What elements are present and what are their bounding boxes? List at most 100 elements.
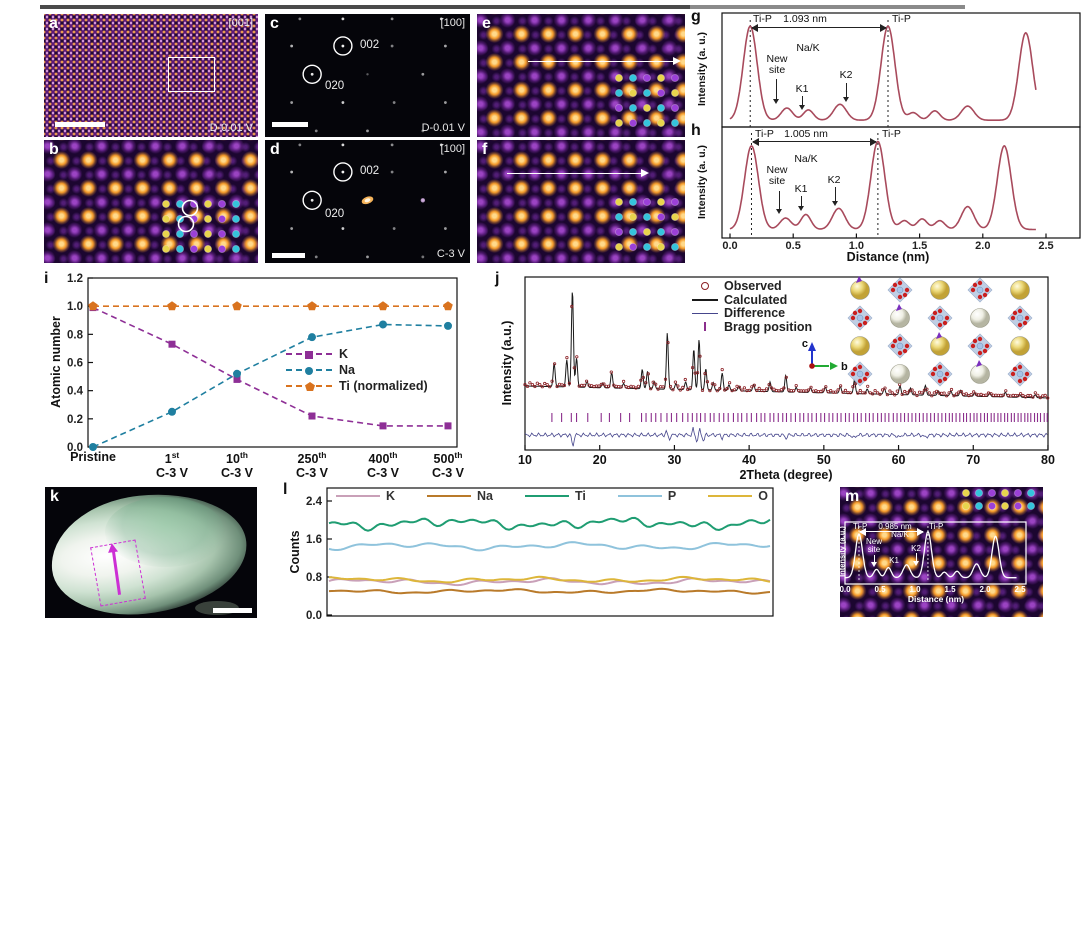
svg-text:10: 10 xyxy=(518,453,532,467)
panel-label-g: g xyxy=(691,8,701,25)
spot-label-020-c: 020 xyxy=(325,80,345,92)
xrd-refinement-chart: 10 20 30 40 50 60 70 80 c b xyxy=(518,276,1055,467)
h-spacing-label: 1.005 nm xyxy=(784,128,828,140)
spot-label-020-d: 020 xyxy=(325,208,345,220)
g-newsite-label: New site xyxy=(766,53,788,76)
m-xtick-1.0: 1.0 xyxy=(909,585,921,594)
i-category-2: 10th xyxy=(226,450,248,467)
svg-text:80: 80 xyxy=(1041,453,1055,467)
g-peak-right-label: Ti-P xyxy=(892,13,911,25)
zone-axis-label-d: [100] xyxy=(440,143,465,155)
i-category-2-line2: C-3 V xyxy=(221,466,253,480)
panel-label-l: l xyxy=(283,481,288,498)
h-xtick-2.0: 2.0 xyxy=(975,240,991,252)
panel-label-f: f xyxy=(482,141,488,158)
scale-bar-d xyxy=(272,253,305,258)
g-ylabel: Intensity (a. u.) xyxy=(696,31,708,107)
svg-text:0.0: 0.0 xyxy=(306,610,322,622)
panel-label-j: j xyxy=(495,270,500,287)
l-legend-item-P: P xyxy=(617,489,676,503)
i-legend-item-Na: Na xyxy=(286,363,355,377)
panel-a-stem-image: a [001] D-0.01 V xyxy=(44,14,258,137)
l-legend-item-K: K xyxy=(336,489,395,503)
panel-d-diffraction: d [100] C-3 V 002 020 xyxy=(265,140,470,263)
atomic-number-chart: 0.0 0.2 0.4 0.6 0.8 1.0 1.2 xyxy=(67,273,458,454)
crystal-structure-inset xyxy=(847,276,1033,387)
h-peak-right-label: Ti-P xyxy=(882,128,901,140)
i-ylabel: Atomic number xyxy=(49,316,63,408)
h-k2-arrow xyxy=(831,187,840,206)
l-legend-item-Na: Na xyxy=(427,489,493,503)
h-peak-left-label: Ti-P xyxy=(755,128,774,140)
i-legend-item-Ti (normalized): Ti (normalized) xyxy=(286,379,428,393)
j-legend-item-cal: Calculated xyxy=(690,293,787,307)
panel-label-k: k xyxy=(50,488,59,505)
diffraction-spots-c xyxy=(290,17,447,133)
svg-text:40: 40 xyxy=(742,453,756,467)
state-label-d: C-3 V xyxy=(436,248,465,260)
h-k2-label: K2 xyxy=(827,174,841,186)
panel-label-m: m xyxy=(845,488,860,505)
i-category-0: Pristine xyxy=(70,450,116,464)
g-peak-left-label: Ti-P xyxy=(753,13,772,25)
i-category-1-line2: C-3 V xyxy=(156,466,188,480)
i-category-1: 1st xyxy=(164,450,180,467)
panel-label-d: d xyxy=(270,141,280,158)
spot-label-002-c: 002 xyxy=(360,39,380,51)
j-legend-item-bra: Bragg position xyxy=(690,320,812,334)
m-spacing-arrow xyxy=(859,526,924,537)
panel-f-stem-image: f xyxy=(477,140,685,263)
h-spacing-arrow xyxy=(752,136,877,147)
atom-overlay-f xyxy=(614,198,679,252)
m-k1-label: K1 xyxy=(889,556,899,565)
eds-linescan-chart: 0.0 0.8 1.6 2.4 xyxy=(306,487,774,622)
profile-charts-gh xyxy=(721,12,1081,239)
svg-text:20: 20 xyxy=(593,453,607,467)
i-category-4: 400th xyxy=(368,450,398,467)
m-newsite-label: New site xyxy=(865,537,882,554)
i-category-5-line2: C-3 V xyxy=(432,466,464,480)
g-spacing-arrow xyxy=(751,22,887,33)
svg-text:0.8: 0.8 xyxy=(67,329,84,341)
roi-box xyxy=(168,57,215,92)
h-xlabel: Distance (nm) xyxy=(846,250,930,264)
svg-text:0.6: 0.6 xyxy=(67,358,83,370)
g-nak-label: Na/K xyxy=(796,42,820,54)
diffraction-spots-d xyxy=(290,143,447,259)
m-newsite-arrow xyxy=(870,555,879,567)
i-legend-item-K: K xyxy=(286,347,348,361)
atom-overlay-m xyxy=(962,489,1035,510)
m-xtick-0.5: 0.5 xyxy=(874,585,886,594)
panel-label-h: h xyxy=(691,122,701,139)
panel-label-c: c xyxy=(270,15,279,32)
m-nak-label: Na/K xyxy=(891,530,909,539)
scale-bar-k xyxy=(213,608,252,613)
svg-text:b: b xyxy=(841,361,848,373)
m-xtick-1.5: 1.5 xyxy=(944,585,956,594)
panel-b-stem-image: b xyxy=(44,140,258,263)
i-category-3-line2: C-3 V xyxy=(296,466,328,480)
svg-text:0.0: 0.0 xyxy=(67,442,83,454)
particle-green-tint xyxy=(105,497,225,567)
h-newsite-label: New site xyxy=(766,164,788,187)
spot-label-002-d: 002 xyxy=(360,165,380,177)
h-xtick-1.0: 1.0 xyxy=(848,240,865,252)
panel-label-a: a xyxy=(49,15,58,32)
l-legend-item-O: O xyxy=(708,489,768,503)
svg-text:70: 70 xyxy=(966,453,980,467)
svg-text:30: 30 xyxy=(667,453,681,467)
m-k2-label: K2 xyxy=(911,544,921,553)
j-xlabel: 2Theta (degree) xyxy=(739,468,833,482)
h-xtick-0.0: 0.0 xyxy=(722,240,738,252)
atom-overlay-b xyxy=(162,199,240,254)
m-xtick-2.0: 2.0 xyxy=(979,585,991,594)
h-xtick-1.5: 1.5 xyxy=(911,240,928,252)
j-ylabel: Intensity (a.u.) xyxy=(500,320,514,406)
line-scan-arrow-e xyxy=(528,55,681,67)
scale-bar-c xyxy=(272,122,308,127)
h-nak-label: Na/K xyxy=(794,153,818,165)
state-label-a: D-0.01 V xyxy=(209,122,253,134)
l-ylabel: Counts xyxy=(288,530,302,574)
panel-label-e: e xyxy=(482,15,491,32)
